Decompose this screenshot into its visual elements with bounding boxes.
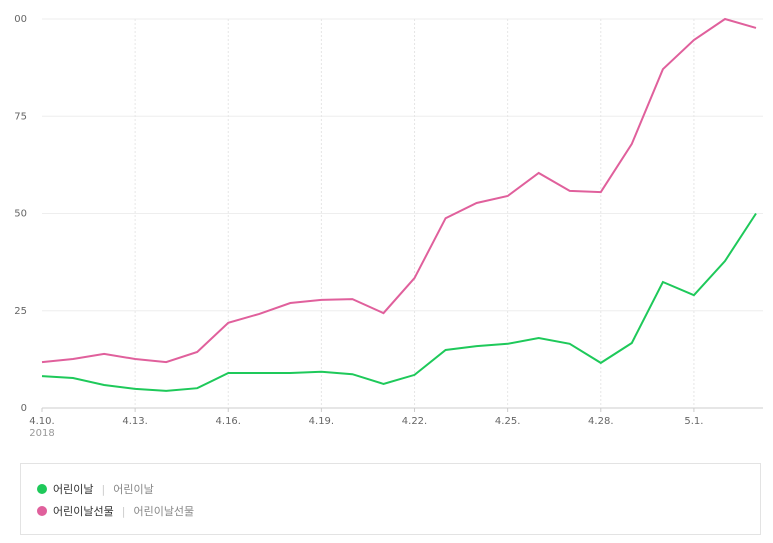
x-tick-label: 4.19. bbox=[309, 416, 334, 427]
x-tick-label: 4.25. bbox=[495, 416, 520, 427]
legend-swatch bbox=[37, 484, 47, 494]
separator: | bbox=[101, 482, 106, 496]
x-tick-label: 4.16. bbox=[216, 416, 241, 427]
x-tick-label: 4.13. bbox=[122, 416, 147, 427]
y-tick-label: 25 bbox=[14, 306, 27, 317]
y-tick-label: 0 bbox=[21, 403, 27, 414]
chart: 0 25 50 75 00 4.10. 4.13. 4.16. 4.19. 4.22. 4.25. 4… bbox=[14, 14, 763, 439]
legend-label: 어린이날 bbox=[53, 483, 94, 496]
legend-keyword: 어린이날 bbox=[113, 483, 154, 496]
x-tick-label: 4.22. bbox=[402, 416, 427, 427]
series-line bbox=[41, 17, 757, 364]
y-tick-label: 50 bbox=[14, 209, 27, 220]
y-tick-label: 00 bbox=[14, 14, 27, 25]
legend-item[interactable]: 어린이날선물 | 어린이날선물 bbox=[37, 500, 744, 522]
series-line bbox=[41, 212, 757, 392]
x-tick-label: 5.1. bbox=[684, 416, 703, 427]
x-tick-label: 4.28. bbox=[588, 416, 613, 427]
x-year-label: 2018 bbox=[29, 428, 54, 439]
separator: | bbox=[121, 504, 126, 518]
y-tick-label: 75 bbox=[14, 111, 27, 122]
x-tick-label: 4.10. bbox=[29, 416, 54, 427]
legend-item[interactable]: 어린이날 | 어린이날 bbox=[37, 478, 744, 500]
legend-swatch bbox=[37, 506, 47, 516]
legend-label: 어린이날선물 bbox=[53, 505, 114, 518]
legend-keyword: 어린이날선물 bbox=[133, 505, 195, 518]
